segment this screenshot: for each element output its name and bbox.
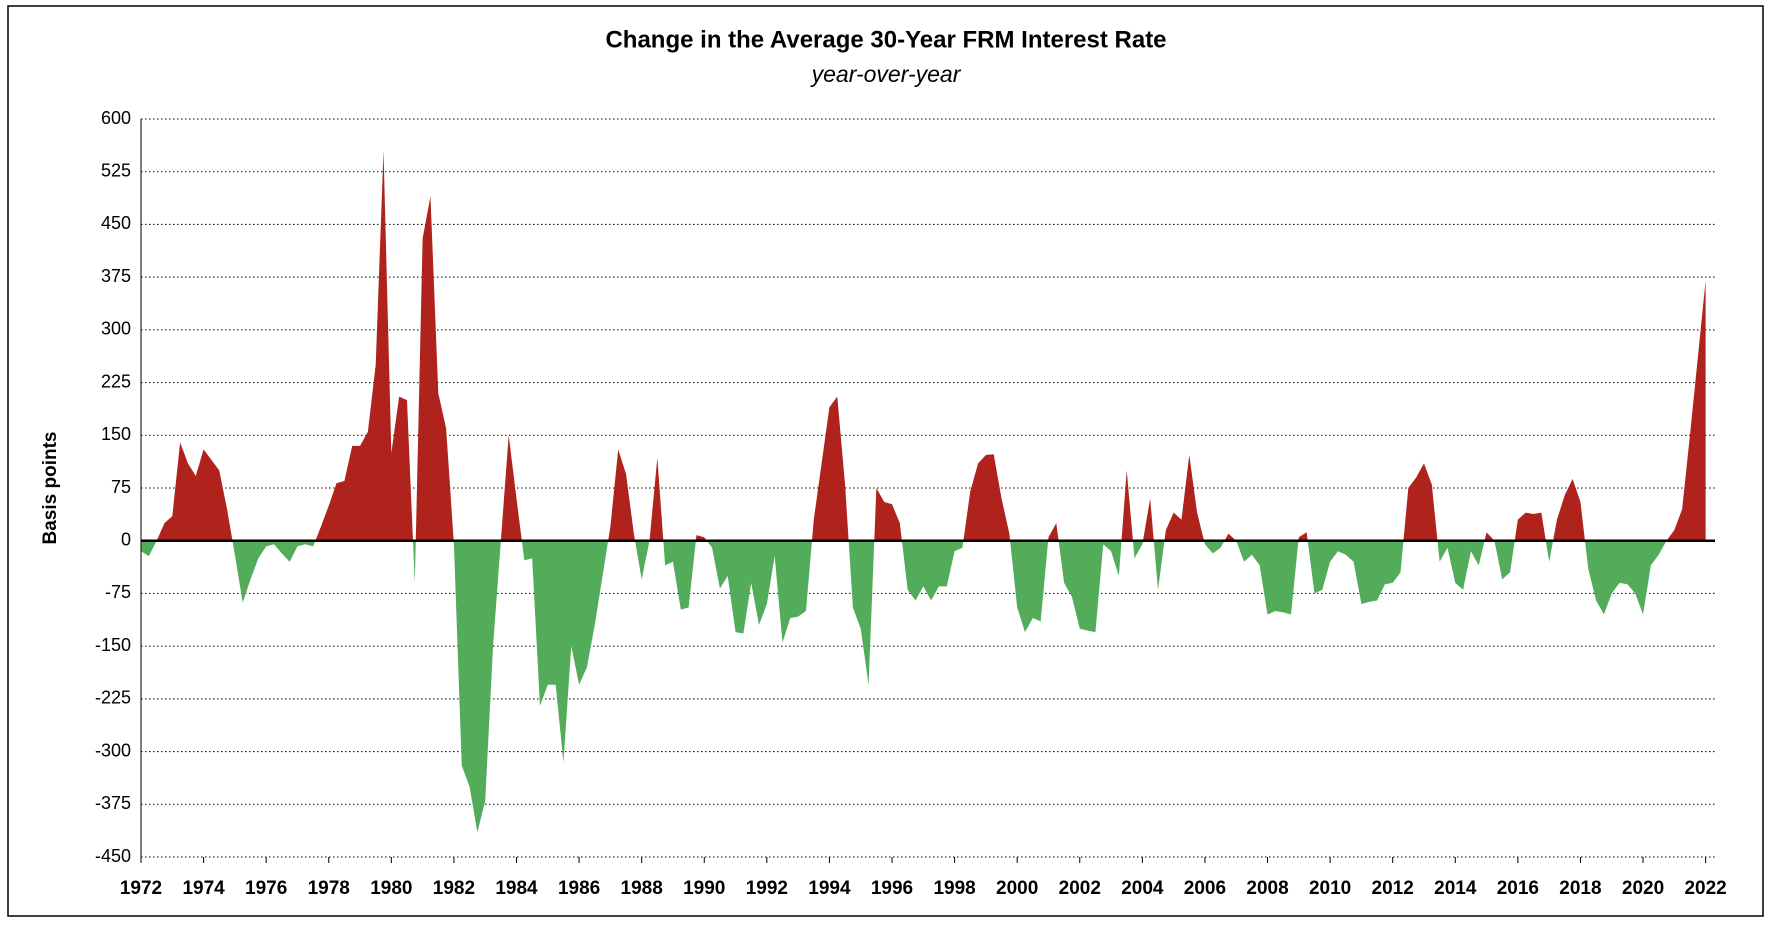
chart-border: [7, 5, 1764, 917]
x-tick-label: 1972: [120, 878, 162, 899]
x-tick-label: 2000: [996, 878, 1038, 899]
x-tick-label: 1990: [683, 878, 725, 899]
y-tick-label: 225: [101, 371, 131, 391]
x-tick-label: 2020: [1622, 878, 1664, 899]
y-tick-label: -225: [95, 688, 131, 708]
x-tick-label: 1992: [746, 878, 788, 899]
x-tick-label: 2022: [1684, 878, 1726, 899]
y-tick-label: -450: [95, 846, 131, 866]
x-tick-label: 2016: [1497, 878, 1539, 899]
x-tick-label: 2012: [1372, 878, 1414, 899]
y-tick-label: 300: [101, 319, 131, 339]
x-tick-label: 1974: [182, 878, 225, 899]
x-tick-label: 2014: [1434, 878, 1477, 899]
x-tick-label: 1976: [245, 878, 287, 899]
x-tick-label: 1986: [558, 878, 600, 899]
chart-subtitle: year-over-year: [810, 61, 962, 87]
x-tick-label: 2008: [1246, 878, 1288, 899]
x-tick-label: 1988: [621, 878, 663, 899]
y-tick-label: 525: [101, 160, 131, 180]
y-axis-label: Basis points: [40, 432, 61, 545]
y-tick-label: 75: [111, 477, 131, 497]
x-tick-label: 2002: [1059, 878, 1101, 899]
chart-title: Change in the Average 30-Year FRM Intere…: [605, 26, 1166, 53]
y-tick-label: 450: [101, 213, 131, 233]
y-tick-label: -300: [95, 740, 131, 760]
y-tick-label: 600: [101, 108, 131, 128]
x-tick-label: 2006: [1184, 878, 1226, 899]
x-tick-label: 2004: [1121, 878, 1164, 899]
y-tick-label: 150: [101, 424, 131, 444]
y-tick-label: -150: [95, 635, 131, 655]
x-tick-label: 1982: [433, 878, 475, 899]
x-tick-label: 1978: [308, 878, 350, 899]
y-tick-label: -375: [95, 793, 131, 813]
x-tick-label: 1980: [370, 878, 412, 899]
x-tick-label: 2018: [1559, 878, 1601, 899]
x-tick-label: 1994: [808, 878, 851, 899]
y-tick-label: 375: [101, 266, 131, 286]
y-tick-label: 0: [121, 529, 131, 549]
x-tick-label: 1984: [495, 878, 538, 899]
x-tick-label: 1996: [871, 878, 913, 899]
x-tick-label: 2010: [1309, 878, 1351, 899]
x-tick-label: 1998: [933, 878, 975, 899]
y-tick-label: -75: [105, 582, 131, 602]
